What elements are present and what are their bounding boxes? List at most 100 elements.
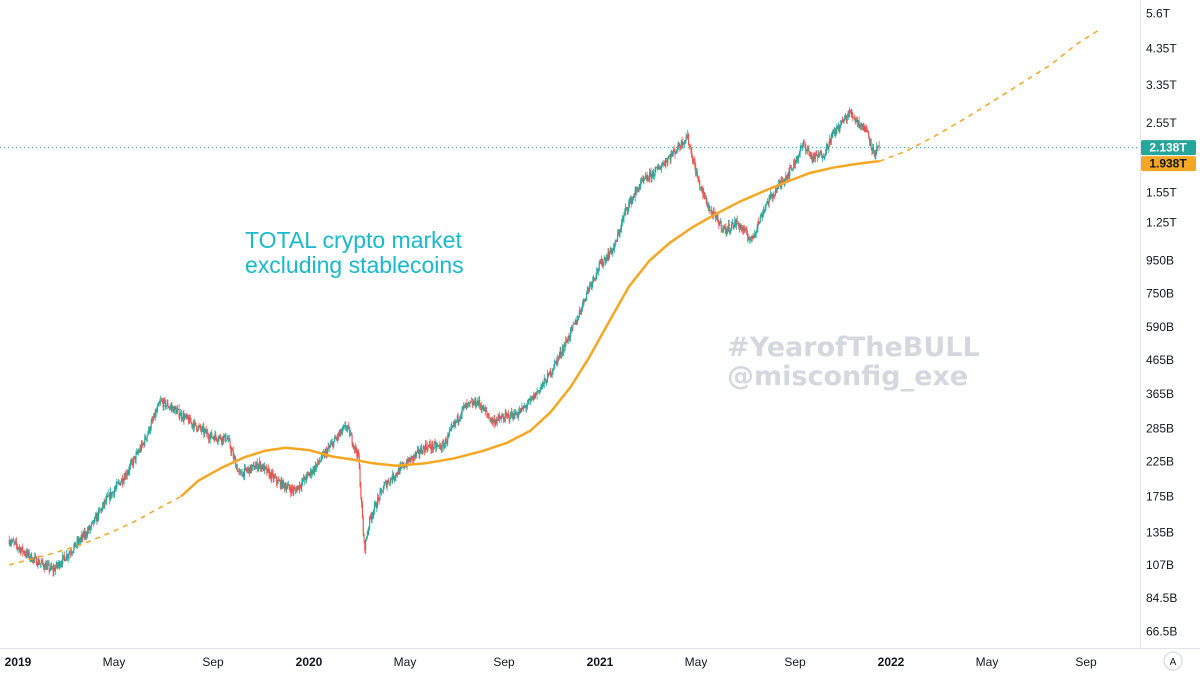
candle-body [745,229,747,230]
candle-body [436,445,438,449]
candle-body [455,420,458,422]
candle-body [775,189,777,193]
candle-body [217,439,219,441]
candle-body [873,149,875,156]
candle-body [152,419,154,421]
last-price-tag-label: 2.138T [1149,141,1187,155]
candle-body [868,133,870,138]
candle-body [455,420,457,424]
candle-body [412,455,415,460]
candle-body [803,141,805,143]
candle-body [833,131,835,133]
candle-body [589,283,592,285]
candle-body [231,450,233,452]
candle-body [591,282,593,287]
candle-body [625,207,627,209]
candle-body [800,146,802,150]
y-tick-label: 175B [1146,489,1174,503]
candle-body [98,510,100,519]
candle-body [315,465,317,470]
candle-body [82,534,84,538]
candle-body [644,176,647,179]
candle-body [331,442,333,444]
candle-body [497,416,499,420]
candle-body [509,418,511,420]
candle-body [863,123,865,131]
candle-body [715,214,717,219]
candle-body [241,474,243,477]
candle-body [853,116,855,118]
candle-body [747,237,749,241]
candle-body [616,241,618,242]
candle-body [112,491,114,493]
candle-body [137,451,139,453]
candle-body [58,561,60,565]
candle-body [404,466,407,468]
candle-body [636,188,639,190]
candle-body [281,479,283,488]
price-tags: 2.138T 1.938T [1141,140,1196,172]
candle-body [219,435,221,437]
candle-body [348,425,350,428]
y-tick-label: 66.5B [1146,624,1177,638]
candle-body [192,424,194,426]
candle-body [41,560,43,563]
candle-body [64,557,66,561]
watermark: #YearofTheBULL @misconfig_exe [727,332,980,392]
candle-body [29,558,31,559]
candle-body [483,405,485,412]
candle-body [423,447,425,448]
candle-body [385,481,387,488]
candle-body [24,553,26,555]
candle-body [861,126,863,127]
candle-body [608,252,610,258]
candle-body [191,422,193,426]
candle-body [254,468,256,470]
candle-body [179,415,181,418]
candle-body [109,491,112,500]
candle-body [177,408,179,410]
candle-body [566,341,568,343]
x-tick-label: May [685,655,708,669]
candle-body [265,467,267,468]
auto-scale-circle[interactable] [1163,651,1183,671]
candle-body [11,541,13,543]
candle-body [749,239,751,240]
y-axis[interactable]: 5.6T 4.35T 3.35T 2.55T 1.55T 1.25T 950B 750B 590… [1146,6,1177,638]
candle-body [852,113,854,117]
candle-body [597,269,599,271]
candle-body [197,426,199,431]
candle-body [476,401,478,406]
candle-body [369,516,371,518]
x-axis[interactable]: 2019 May Sep 2020 May Sep 2021 May Sep 2022 May Sep [5,655,1097,669]
auto-scale-label[interactable]: A [1170,657,1177,668]
candle-body [213,437,215,441]
candle-body [430,447,432,450]
candle-body [452,425,454,427]
candle-body [215,434,217,438]
candle-body [593,277,595,279]
candle-body [731,224,733,229]
candle-body [731,222,733,225]
candle-body [475,399,477,407]
auto-scale-button[interactable]: A [1163,651,1183,671]
candle-body [769,197,771,198]
candle-body [626,207,628,211]
candle-body [545,380,547,384]
candle-body [289,487,291,490]
candle-body [583,299,585,302]
candle-body [828,146,830,149]
candle-body [552,369,554,371]
x-tick-label: 2019 [5,655,32,669]
candle-body [321,454,323,460]
candle-body [111,492,113,497]
candle-body [408,459,411,462]
candle-body [116,482,118,487]
candlestick-series[interactable] [8,107,880,577]
candle-body [836,125,838,132]
candle-body [260,465,262,470]
candle-body [656,166,658,168]
candle-body [122,481,124,483]
candle-body [194,421,196,423]
